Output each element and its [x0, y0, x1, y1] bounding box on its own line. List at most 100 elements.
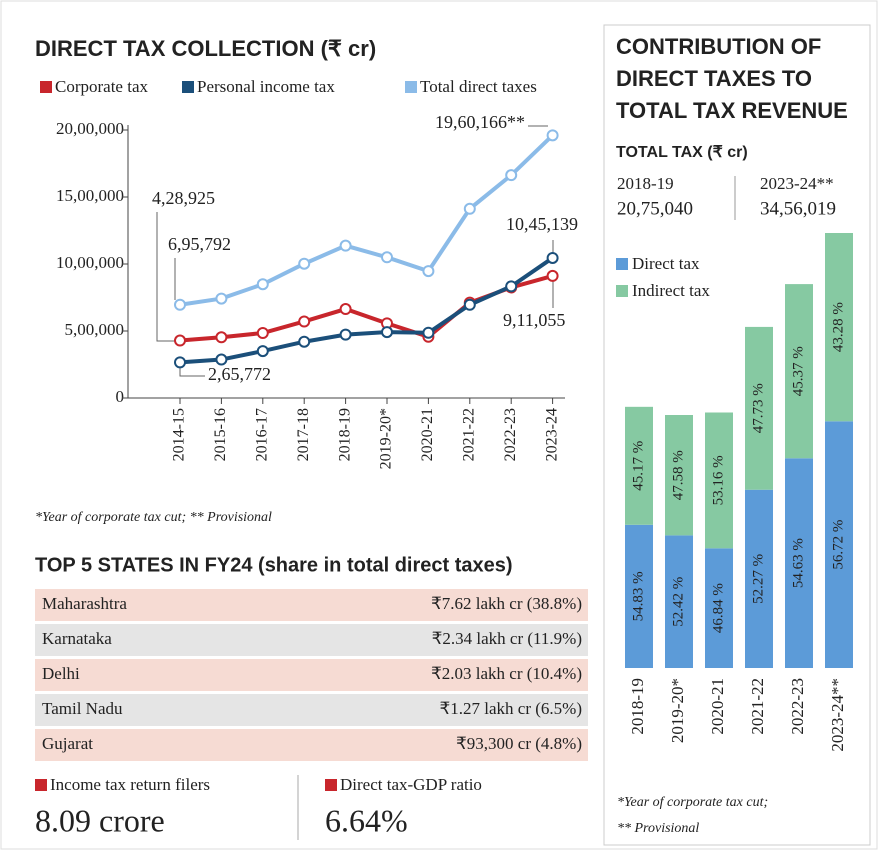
x-tick-label: 2023-24**: [828, 678, 847, 752]
legend-swatch: [616, 258, 628, 270]
state-value: ₹7.62 lakh cr (38.8%): [431, 594, 582, 613]
x-tick-label: 2017-18: [295, 408, 312, 461]
total-value: 34,56,019: [760, 198, 836, 219]
data-point: [298, 257, 311, 270]
x-tick-label: 2019-20*: [668, 678, 687, 743]
chart-title: DIRECT TAXES TO: [616, 66, 812, 91]
data-point: [256, 327, 269, 340]
state-name: Gujarat: [42, 734, 93, 753]
footnote: *Year of corporate tax cut; ** Provision…: [35, 510, 272, 525]
data-label: 54.83 %: [630, 571, 646, 621]
data-point: [215, 292, 228, 305]
data-label: 43.28 %: [830, 302, 846, 352]
x-tick-label: 2019-20*: [378, 408, 395, 469]
legend-label: Corporate tax: [55, 77, 148, 96]
data-point: [339, 328, 352, 341]
data-point: [546, 269, 559, 282]
data-label: 45.17 %: [630, 441, 646, 491]
table: Maharashtra ₹7.62 lakh cr (38.8%) Karnatak…: [35, 589, 588, 761]
series-line: [179, 256, 554, 365]
data-point: [505, 169, 518, 182]
stat-value: 8.09 crore: [35, 802, 165, 838]
y-tick-label: 5,00,000: [65, 320, 125, 339]
data-point: [505, 280, 518, 293]
data-point: [215, 331, 228, 344]
data-point: [422, 326, 435, 339]
data-point: [422, 265, 435, 278]
total-year: 2023-24**: [760, 174, 834, 193]
bar-segment: [825, 233, 853, 422]
bar-segment: [665, 535, 693, 668]
bar-segment: [785, 458, 813, 668]
stat-swatch: [35, 779, 47, 791]
data-label: 53.16 %: [710, 455, 726, 505]
data-label: 47.73 %: [750, 383, 766, 433]
y-tick-label: 0: [116, 387, 125, 406]
x-tick-label: 2023-24: [543, 408, 560, 461]
data-point: [256, 278, 269, 291]
table-title: TOP 5 STATES IN FY24 (share in total dir…: [35, 554, 513, 576]
state-value: ₹1.27 lakh cr (6.5%): [439, 699, 582, 718]
data-label: 19,60,166**: [435, 112, 525, 132]
data-label: 47.58 %: [670, 450, 686, 500]
x-tick-label: 2021-22: [748, 678, 767, 735]
line-chart: 0 5,00,000 10,00,000 15,00,000 20,00,000 2014…: [40, 77, 578, 469]
bar-segment: [745, 326, 773, 490]
bar-segment: [665, 415, 693, 536]
data-point: [174, 356, 186, 369]
bar-chart: CONTRIBUTION OF DIRECT TAXES TO TOTAL TAX …: [616, 34, 853, 836]
data-label: 56.72 %: [830, 520, 846, 570]
data-label: 4,28,925: [152, 188, 215, 208]
data-point: [463, 298, 476, 311]
legend-label: Direct tax: [632, 254, 700, 273]
footnote: *Year of corporate tax cut;: [617, 795, 768, 810]
data-point: [463, 202, 476, 215]
panel: [603, 24, 871, 846]
x-tick-label: 2022-23: [788, 678, 807, 735]
x-tick-label: 2015-16: [212, 408, 229, 461]
data-point: [298, 315, 311, 328]
data-label: 6,95,792: [168, 234, 231, 254]
footnote: ** Provisional: [617, 821, 699, 836]
stat-value: 6.64%: [325, 802, 408, 838]
legend-label: Personal income tax: [197, 77, 335, 96]
x-tick-label: 2018-19: [336, 408, 353, 461]
state-name: Karnataka: [42, 629, 112, 648]
bar-segment: [705, 548, 733, 668]
bar-segment: [705, 412, 733, 549]
state-name: Delhi: [42, 664, 80, 683]
data-point: [339, 239, 352, 252]
y-tick-label: 15,00,000: [56, 186, 124, 205]
legend-label: Indirect tax: [632, 281, 710, 300]
stat-label: Income tax return filers: [50, 775, 210, 794]
legend-swatch: [405, 81, 417, 93]
x-tick-label: 2022-23: [502, 408, 519, 461]
data-label: 9,11,055: [503, 310, 565, 330]
data-point: [546, 251, 559, 264]
x-tick-label: 2020-21: [419, 408, 436, 461]
table-row: [35, 624, 588, 656]
data-point: [298, 335, 311, 348]
data-point: [256, 345, 269, 358]
x-tick-label: 2020-21: [708, 678, 727, 735]
bar-segment: [625, 524, 653, 668]
state-name: Tamil Nadu: [42, 699, 123, 718]
chart-subtitle: TOTAL TAX (₹ cr): [616, 144, 748, 161]
data-point: [215, 353, 228, 366]
total-year: 2018-19: [617, 174, 674, 193]
data-point: [381, 326, 393, 339]
bar-segment: [625, 406, 653, 525]
data-point: [546, 129, 559, 142]
state-value: ₹2.03 lakh cr (10.4%): [431, 664, 582, 683]
data-label: 46.84 %: [710, 583, 726, 633]
data-point: [381, 251, 393, 264]
state-name: Maharashtra: [42, 594, 127, 613]
data-label: 54.63 %: [790, 538, 806, 588]
bar-segment: [825, 421, 853, 668]
stat-swatch: [325, 779, 337, 791]
legend-label: Total direct taxes: [420, 77, 537, 96]
series-line: [179, 133, 554, 307]
total-value: 20,75,040: [617, 198, 693, 219]
x-tick-label: 2021-22: [460, 408, 477, 461]
